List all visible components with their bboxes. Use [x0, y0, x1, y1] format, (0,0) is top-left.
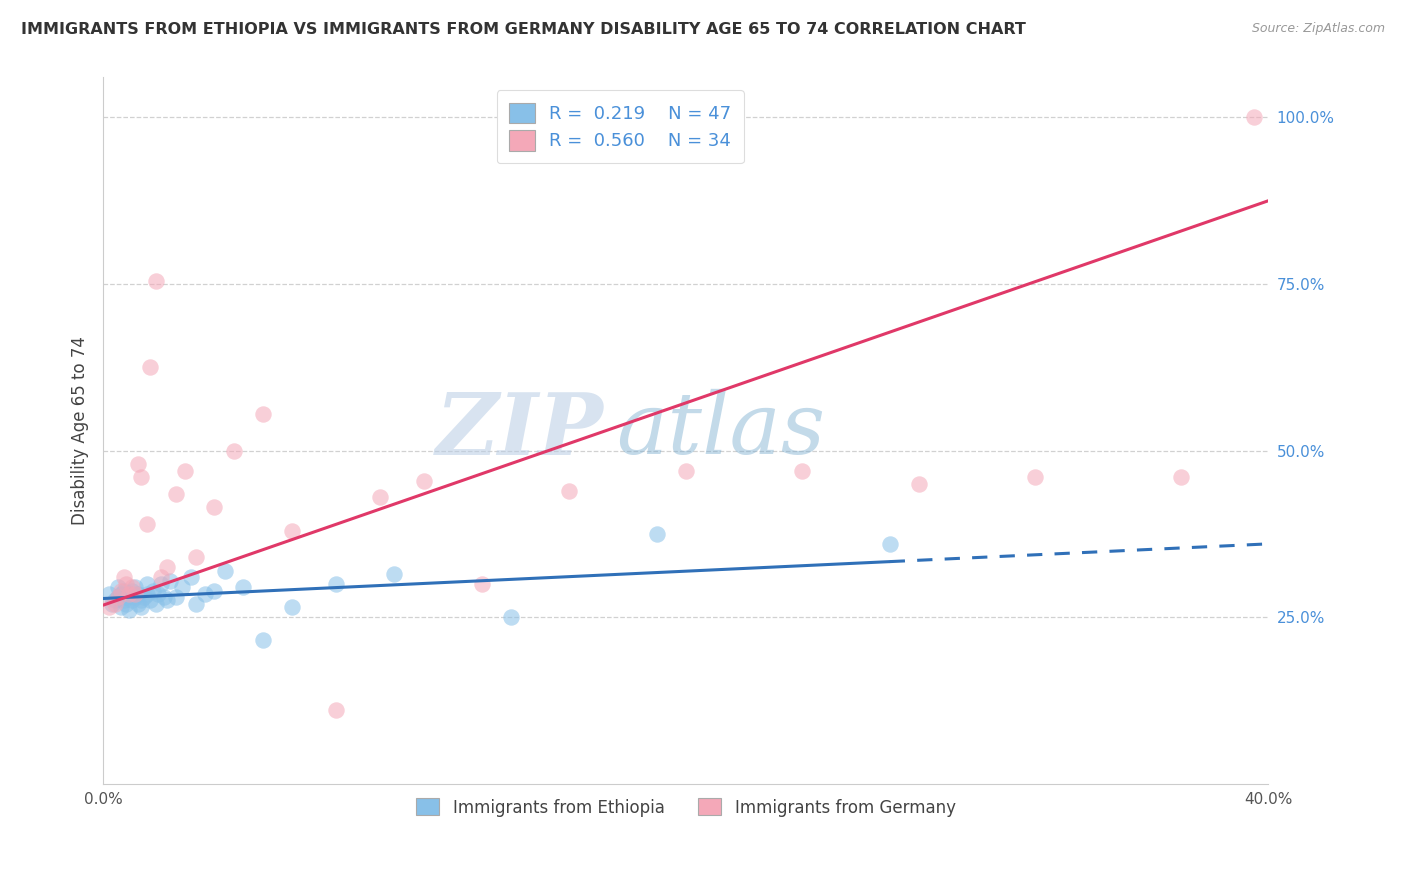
Point	[115, 590, 138, 604]
Point	[1170, 470, 1192, 484]
Point	[159, 574, 181, 588]
Point	[115, 597, 138, 611]
Point	[124, 590, 146, 604]
Point	[214, 564, 236, 578]
Point	[645, 527, 668, 541]
Point	[112, 570, 135, 584]
Point	[180, 570, 202, 584]
Point	[499, 610, 522, 624]
Point	[129, 470, 152, 484]
Point	[124, 580, 146, 594]
Point	[107, 590, 129, 604]
Point	[281, 600, 304, 615]
Point	[145, 274, 167, 288]
Point	[165, 590, 187, 604]
Point	[202, 500, 225, 515]
Point	[148, 587, 170, 601]
Point	[165, 487, 187, 501]
Point	[115, 577, 138, 591]
Point	[110, 600, 132, 615]
Point	[110, 583, 132, 598]
Point	[121, 580, 143, 594]
Point	[194, 587, 217, 601]
Point	[368, 490, 391, 504]
Point	[142, 583, 165, 598]
Point	[135, 587, 157, 601]
Point	[325, 577, 347, 591]
Point	[124, 587, 146, 601]
Point	[173, 464, 195, 478]
Point	[412, 474, 434, 488]
Legend: Immigrants from Ethiopia, Immigrants from Germany: Immigrants from Ethiopia, Immigrants fro…	[408, 790, 965, 825]
Point	[121, 583, 143, 598]
Point	[908, 476, 931, 491]
Point	[471, 577, 494, 591]
Point	[118, 587, 141, 601]
Point	[145, 597, 167, 611]
Point	[107, 590, 129, 604]
Point	[135, 516, 157, 531]
Point	[186, 550, 208, 565]
Point	[1024, 470, 1046, 484]
Point	[879, 537, 901, 551]
Point	[112, 593, 135, 607]
Point	[384, 566, 406, 581]
Point	[129, 600, 152, 615]
Point	[170, 580, 193, 594]
Point	[110, 587, 132, 601]
Point	[135, 577, 157, 591]
Text: ZIP: ZIP	[436, 389, 605, 473]
Point	[139, 360, 162, 375]
Point	[1243, 111, 1265, 125]
Point	[104, 597, 127, 611]
Point	[156, 593, 179, 607]
Point	[325, 703, 347, 717]
Point	[127, 457, 149, 471]
Text: Source: ZipAtlas.com: Source: ZipAtlas.com	[1251, 22, 1385, 36]
Point	[112, 583, 135, 598]
Point	[186, 597, 208, 611]
Point	[232, 580, 254, 594]
Point	[127, 587, 149, 601]
Y-axis label: Disability Age 65 to 74: Disability Age 65 to 74	[72, 336, 89, 525]
Point	[129, 593, 152, 607]
Point	[101, 597, 124, 611]
Point	[107, 580, 129, 594]
Point	[121, 593, 143, 607]
Point	[97, 600, 120, 615]
Point	[252, 407, 274, 421]
Point	[150, 577, 173, 591]
Point	[252, 633, 274, 648]
Point	[118, 587, 141, 601]
Point	[675, 464, 697, 478]
Text: IMMIGRANTS FROM ETHIOPIA VS IMMIGRANTS FROM GERMANY DISABILITY AGE 65 TO 74 CORR: IMMIGRANTS FROM ETHIOPIA VS IMMIGRANTS F…	[21, 22, 1026, 37]
Point	[104, 593, 127, 607]
Point	[139, 593, 162, 607]
Point	[224, 443, 246, 458]
Point	[281, 524, 304, 538]
Point	[153, 590, 176, 604]
Point	[127, 597, 149, 611]
Point	[132, 590, 155, 604]
Point	[97, 587, 120, 601]
Point	[150, 570, 173, 584]
Point	[558, 483, 581, 498]
Text: atlas: atlas	[616, 389, 825, 472]
Point	[156, 560, 179, 574]
Point	[792, 464, 814, 478]
Point	[202, 583, 225, 598]
Point	[118, 603, 141, 617]
